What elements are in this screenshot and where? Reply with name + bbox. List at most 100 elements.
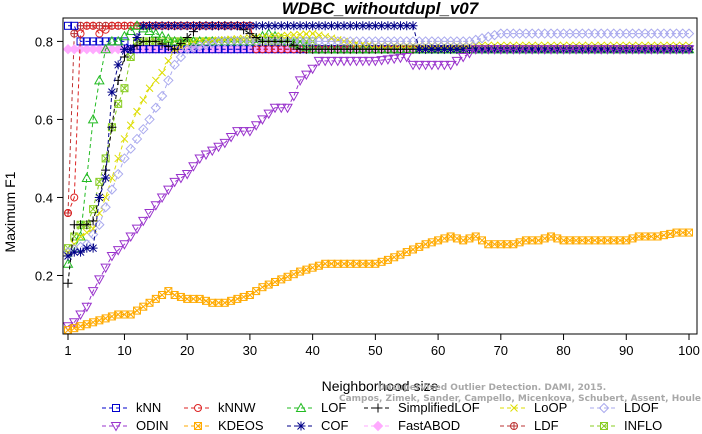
data-point (370, 21, 380, 31)
data-point (125, 25, 137, 36)
data-point (88, 216, 98, 226)
data-point (101, 154, 110, 163)
y-axis-label: Maximum F1 (2, 171, 18, 252)
legend-item-odin: ODIN (102, 418, 169, 433)
series-line (67, 25, 689, 284)
x-tick-label: 100 (678, 343, 700, 358)
data-point (119, 153, 130, 164)
data-point (370, 56, 381, 67)
y-tick-label: 0.2 (35, 268, 53, 283)
legend-marker (598, 402, 610, 414)
legend-marker (110, 422, 122, 432)
legend-item-cof: COF (287, 418, 349, 433)
data-point (558, 45, 569, 55)
data-point (683, 45, 695, 55)
data-point (439, 44, 449, 54)
data-point (314, 21, 324, 31)
data-point (114, 21, 123, 30)
data-point (95, 177, 104, 186)
data-point (200, 150, 212, 161)
data-point (333, 21, 343, 31)
y-tick-label: 0.6 (35, 112, 53, 127)
data-point (339, 21, 349, 31)
data-point (82, 21, 91, 30)
data-point (289, 31, 298, 39)
data-point (137, 216, 149, 227)
data-point (126, 44, 136, 54)
series-ldof (62, 28, 695, 258)
data-point (377, 21, 387, 31)
data-point (482, 45, 494, 55)
data-point (107, 312, 116, 321)
data-point (238, 127, 249, 137)
data-point (120, 135, 129, 143)
data-point (131, 133, 143, 145)
data-point (527, 44, 537, 54)
legend-label: LOF (321, 400, 346, 415)
data-point (144, 209, 155, 219)
x-tick-label: 70 (494, 343, 508, 358)
legend-marker (600, 422, 608, 430)
data-point (602, 44, 612, 54)
data-point (514, 45, 525, 55)
data-point (87, 287, 99, 297)
legend-marker (296, 421, 306, 431)
data-point (250, 121, 262, 131)
data-point (214, 21, 224, 31)
data-point (181, 44, 193, 55)
data-point (471, 44, 481, 54)
x-tick-label: 20 (180, 343, 194, 358)
data-point (120, 21, 129, 30)
data-point (395, 53, 406, 64)
data-point (163, 185, 174, 196)
data-point (169, 59, 180, 71)
data-point (363, 56, 375, 67)
legend-label: KDEOS (218, 418, 264, 433)
data-point (163, 21, 173, 31)
series-line (67, 25, 689, 214)
x-tick-label: 1 (64, 343, 71, 358)
legend-label: INFLO (624, 418, 662, 433)
data-point (277, 31, 286, 40)
legend-label: kNN (136, 400, 161, 415)
data-point (476, 33, 488, 44)
x-tick-label: 10 (117, 343, 131, 358)
data-point (69, 247, 79, 257)
data-point (195, 21, 205, 31)
data-point (483, 44, 493, 54)
data-point (94, 74, 105, 85)
data-point (433, 44, 443, 54)
data-point (627, 45, 638, 55)
data-point (194, 40, 205, 52)
series-layer (62, 20, 695, 335)
data-point (156, 90, 168, 102)
data-point (646, 45, 657, 55)
data-point (677, 45, 689, 55)
data-point (495, 45, 507, 55)
series-line (67, 232, 689, 331)
data-point (64, 209, 72, 218)
data-point (470, 34, 481, 46)
data-point (269, 103, 281, 114)
data-point (232, 21, 242, 31)
legend-label: ODIN (136, 418, 169, 433)
data-point (553, 234, 562, 243)
data-point (89, 205, 98, 214)
data-point (483, 31, 494, 42)
data-point (653, 44, 663, 54)
data-point (114, 154, 123, 163)
data-point (144, 114, 155, 125)
data-point (421, 44, 431, 54)
series-inflo (64, 37, 693, 253)
legend-label: SimplifiedLOF (398, 400, 480, 415)
data-point (395, 21, 405, 31)
data-point (539, 45, 551, 55)
legend-item-lof: LOF (287, 400, 346, 415)
x-axis-label: Neighborhood size (322, 378, 439, 394)
data-point (170, 44, 180, 54)
data-point (338, 56, 350, 67)
data-point (464, 49, 475, 59)
data-point (207, 21, 217, 31)
data-point (157, 21, 167, 31)
